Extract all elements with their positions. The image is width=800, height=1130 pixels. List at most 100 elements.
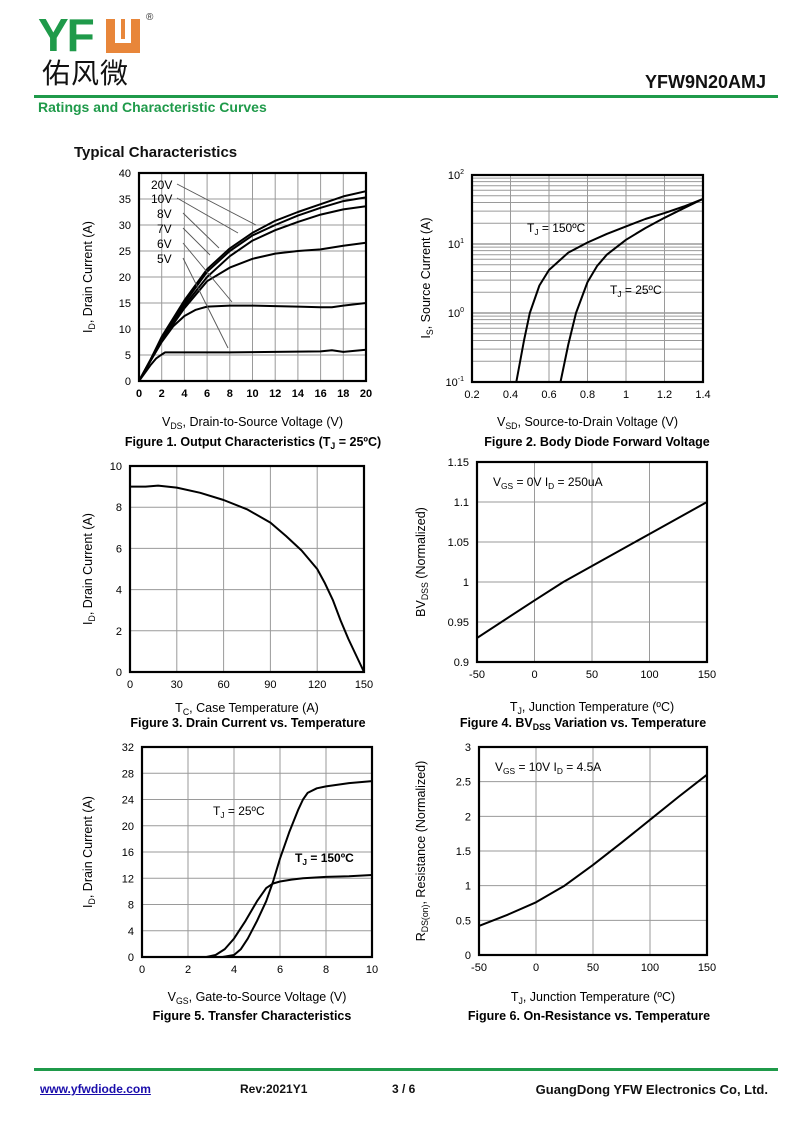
x-tick-label: 90 <box>264 679 276 691</box>
y-tick-label: 0 <box>128 952 134 964</box>
gridlines <box>142 747 372 957</box>
x-axis-label: VGS, Gate-to-Source Voltage (V) <box>168 990 347 1006</box>
x-tick-label: 150 <box>698 669 716 681</box>
fig4-chart: -50 0 50 100 150 0.9 0.95 1 1.05 1.1 1.15 TJ, Junct… <box>414 457 716 732</box>
y-tick-label: 2 <box>465 811 471 823</box>
series-label: TJ = 25ºC <box>610 283 662 299</box>
series-legend-label: 8V <box>157 207 172 221</box>
legend-leader-line <box>182 257 229 349</box>
y-tick-label: 16 <box>122 847 134 859</box>
plot-frame <box>128 464 366 674</box>
series-legend-label: 6V <box>157 237 172 251</box>
x-tick-label: 100 <box>641 962 659 974</box>
y-axis-label: ID, Drain Current (A) <box>81 796 97 908</box>
x-tick-label: 16 <box>314 388 326 400</box>
y-tick-label: 8 <box>116 502 122 514</box>
x-tick-label: -50 <box>469 669 485 681</box>
y-tick-label: 0 <box>116 667 122 679</box>
gridlines <box>477 462 707 662</box>
gridlines <box>472 175 703 382</box>
x-tick-label: 150 <box>698 962 716 974</box>
x-tick-label: 50 <box>587 962 599 974</box>
series-line-BVDSS <box>476 501 708 639</box>
series-line-6V <box>138 302 367 382</box>
y-tick-label: 0.95 <box>448 617 469 629</box>
x-tick-label: 0.2 <box>464 389 479 401</box>
x-tick-label: 6 <box>204 388 210 400</box>
x-tick-label: 1.4 <box>695 389 710 401</box>
x-tick-label: 0 <box>533 962 539 974</box>
x-tick-label: 8 <box>227 388 233 400</box>
x-tick-label: 50 <box>586 669 598 681</box>
x-tick-label: 1.2 <box>657 389 672 401</box>
y-tick-label: 0 <box>125 376 131 388</box>
fig2-chart: 0.2 0.4 0.6 0.8 1 1.2 1.4 10-1 100 101 102 VSD, Sou… <box>419 169 711 449</box>
x-tick-label: 0 <box>127 679 133 691</box>
y-tick-label: 101 <box>448 238 464 251</box>
x-tick-label: 0 <box>136 388 142 400</box>
condition-annotation: VGS = 10V ID = 4.5A <box>495 760 601 776</box>
x-tick-label: 0.6 <box>541 389 556 401</box>
plot-frame <box>470 173 705 384</box>
x-axis-label: TJ, Junction Temperature (ºC) <box>511 990 675 1006</box>
series-label: TJ = 25ºC <box>213 804 265 820</box>
y-tick-label: 1.1 <box>454 497 469 509</box>
logo-text: YF <box>38 9 95 61</box>
website-link[interactable]: www.yfwdiode.com <box>40 1082 151 1096</box>
revision: Rev:2021Y1 <box>240 1082 308 1096</box>
series-line-T-J-150-C <box>142 874 373 958</box>
x-tick-label: 12 <box>269 388 281 400</box>
plot-frame <box>140 745 374 959</box>
x-axis-label: TC, Case Temperature (A) <box>175 701 319 717</box>
y-tick-label: 10 <box>110 461 122 473</box>
x-tick-label: 4 <box>181 388 188 400</box>
section-title: Ratings and Characteristic Curves <box>38 99 267 115</box>
figure-title: Figure 4. BVDSS Variation vs. Temperatur… <box>460 716 706 732</box>
y-tick-label: 32 <box>122 742 134 754</box>
x-tick-label: 2 <box>185 964 191 976</box>
y-tick-label: 1 <box>465 881 471 893</box>
y-tick-label: 4 <box>128 926 134 938</box>
x-tick-label: 0.8 <box>580 389 595 401</box>
condition-annotation: VGS = 0V ID = 250uA <box>493 475 603 491</box>
y-tick-label: 25 <box>119 246 131 258</box>
x-tick-label: 20 <box>360 388 372 400</box>
figure-title: Figure 5. Transfer Characteristics <box>153 1009 352 1023</box>
y-tick-label: 24 <box>122 795 134 807</box>
x-tick-label: 30 <box>171 679 183 691</box>
y-tick-label: 2 <box>116 626 122 638</box>
plot-frame <box>477 745 709 957</box>
company-logo: YF ® 佑风微 <box>38 12 158 92</box>
fig1-chart: 0 2 4 6 8 10 12 14 16 18 20 0 5 10 15 20 25 30 35 40 VDS, Dr… <box>81 168 381 451</box>
y-tick-label: 0.5 <box>456 915 471 927</box>
x-axis-label: TJ, Junction Temperature (ºC) <box>510 700 674 716</box>
x-tick-label: 0 <box>139 964 145 976</box>
footer-divider <box>34 1068 778 1071</box>
x-axis-label: VSD, Source-to-Drain Voltage (V) <box>497 415 678 431</box>
x-tick-label: 4 <box>231 964 237 976</box>
y-tick-label: 4 <box>116 585 122 597</box>
x-tick-label: 14 <box>292 388 305 400</box>
series-line-ID <box>130 484 365 673</box>
x-tick-label: 120 <box>308 679 326 691</box>
series-line-RDS-on- <box>478 773 708 927</box>
x-tick-label: 0.4 <box>503 389 518 401</box>
x-tick-label: 2 <box>159 388 165 400</box>
plot-frame <box>137 171 368 383</box>
x-tick-label: 18 <box>337 388 349 400</box>
y-axis-label: ID, Drain Current (A) <box>81 221 97 333</box>
series-legend-label: 7V <box>157 222 172 236</box>
figure-title: Figure 1. Output Characteristics (TJ = 2… <box>125 435 381 451</box>
x-axis-label: VDS, Drain-to-Source Voltage (V) <box>162 415 343 431</box>
legend-leader-line <box>176 197 239 234</box>
gridlines <box>139 173 366 381</box>
y-tick-label: 6 <box>116 543 122 555</box>
y-tick-label: 100 <box>448 307 464 320</box>
y-tick-label: 1.15 <box>448 457 469 469</box>
figure-title: Figure 3. Drain Current vs. Temperature <box>130 716 365 730</box>
y-tick-label: 102 <box>448 169 464 182</box>
y-tick-label: 1 <box>463 577 469 589</box>
series-legend-label: 5V <box>157 252 172 266</box>
